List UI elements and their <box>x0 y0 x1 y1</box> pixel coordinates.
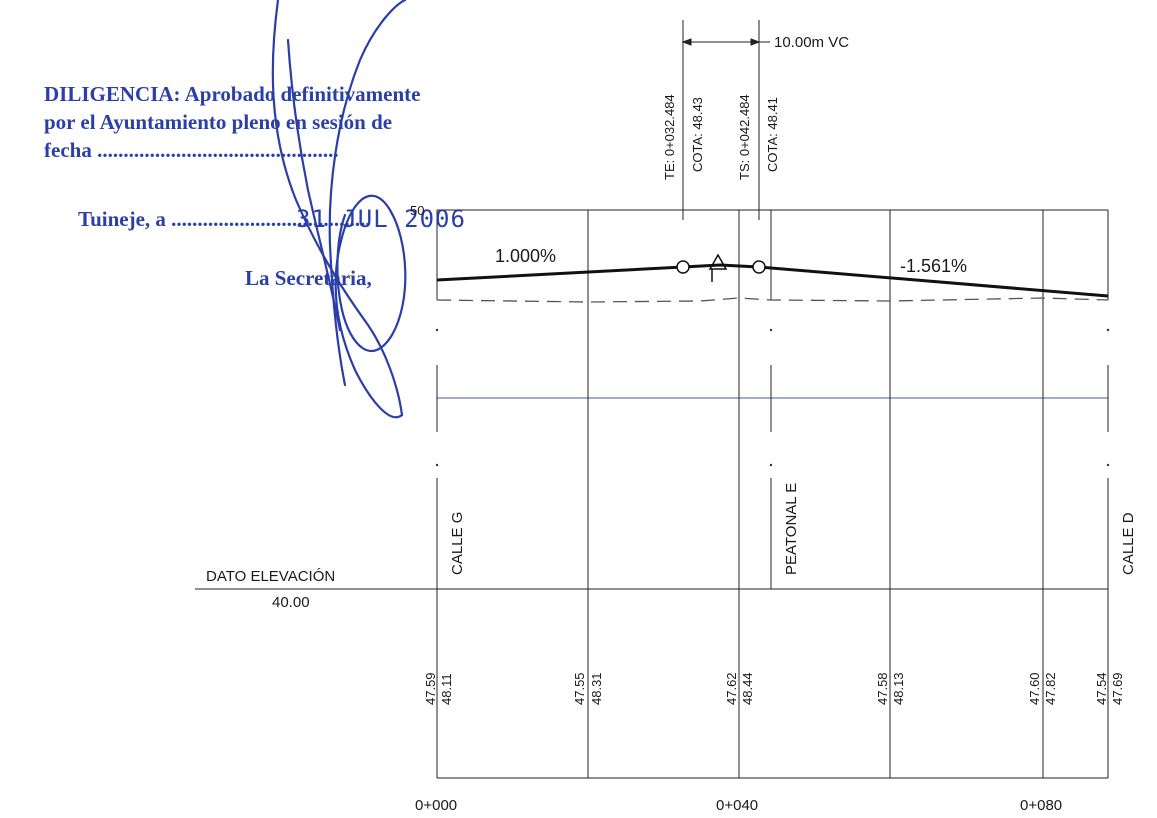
chainage-80: 0+080 <box>1020 797 1062 814</box>
vertex-triangle-marker <box>708 253 728 270</box>
ts-station-label: TS: 0+042.484 <box>737 94 752 180</box>
profile-grid <box>195 20 1109 779</box>
grade-right-label: -1.561% <box>900 256 967 276</box>
station-grade-2: 48.44 <box>740 672 755 705</box>
station-ground-3: 47.58 <box>875 672 890 705</box>
station-ground-1: 47.55 <box>572 672 587 705</box>
station-ground-5: 47.54 <box>1094 672 1109 705</box>
station-ground-0: 47.59 <box>423 672 438 705</box>
top-tick-label: 50 <box>410 203 424 218</box>
grid-dot <box>1106 463 1110 467</box>
station-grade-4: 47.82 <box>1043 672 1058 705</box>
station-elevations: 47.59 48.11 47.55 48.31 47.62 48.44 47.5… <box>423 672 1125 705</box>
station-grade-5: 47.69 <box>1110 672 1125 705</box>
street-label-calle-g: CALLE G <box>449 512 466 575</box>
proposed-grade-polyline <box>436 263 1109 298</box>
stamp-line-3: fecha ..................................… <box>44 138 339 162</box>
station-grade-0: 48.11 <box>439 673 454 705</box>
te-station-label: TE: 0+032.484 <box>662 94 677 180</box>
stamp-date: 31 JUL 2006 <box>296 205 466 233</box>
grid-dot <box>435 463 439 467</box>
chainage-40: 0+040 <box>716 797 758 814</box>
stamp-place: Tuineje, a .............................… <box>78 207 371 231</box>
stamp-line-2: por el Ayuntamiento pleno en sesión de <box>44 110 392 134</box>
approval-stamp: DILIGENCIA: Aprobado definitivamente por… <box>44 82 466 290</box>
grade-line <box>436 253 1109 298</box>
ts-cota-label: COTA: 48.41 <box>765 97 780 172</box>
grid-dots <box>435 328 1110 467</box>
vc-label: 10.00m VC <box>774 34 849 51</box>
ts-point-marker <box>752 260 766 274</box>
handwritten-signature <box>271 0 407 419</box>
station-ground-2: 47.62 <box>724 672 739 705</box>
vc-arrow-left <box>681 38 692 46</box>
station-grade-1: 48.31 <box>589 672 604 705</box>
stamp-signer: La Secretaria, <box>245 266 372 290</box>
datum-label: DATO ELEVACIÓN <box>206 568 335 585</box>
te-cota-label: COTA: 48.43 <box>690 97 705 172</box>
grid-dot <box>769 463 773 467</box>
grid-dot <box>1106 328 1110 332</box>
stamp-line-1: DILIGENCIA: Aprobado definitivamente <box>44 82 420 106</box>
chainage-0: 0+000 <box>415 797 457 814</box>
street-label-calle-d: CALLE D <box>1120 512 1137 575</box>
existing-ground-dashed <box>436 297 1109 303</box>
datum-value: 40.00 <box>272 594 310 611</box>
grid-dot <box>435 328 439 332</box>
grade-left-label: 1.000% <box>495 246 556 266</box>
grid-dot <box>769 328 773 332</box>
te-point-marker <box>676 260 690 274</box>
station-grade-3: 48.13 <box>891 672 906 705</box>
vc-arrow-right <box>750 38 761 46</box>
station-ground-4: 47.60 <box>1027 672 1042 705</box>
street-label-peatonal-e: PEATONAL E <box>783 483 800 575</box>
